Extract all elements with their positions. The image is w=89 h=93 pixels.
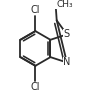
Text: Cl: Cl (31, 82, 40, 92)
Text: N: N (63, 57, 71, 68)
Text: Cl: Cl (31, 5, 40, 15)
Text: S: S (64, 29, 70, 39)
Text: CH₃: CH₃ (56, 0, 73, 9)
